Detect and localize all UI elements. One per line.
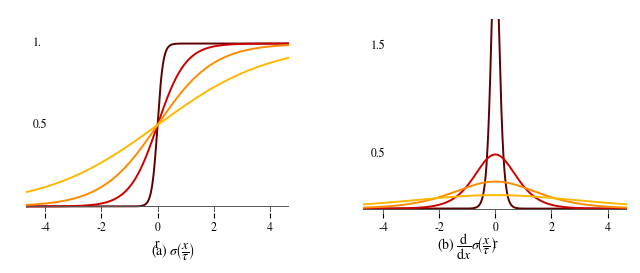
Text: 0.5: 0.5 xyxy=(33,119,47,131)
X-axis label: r: r xyxy=(156,237,160,251)
X-axis label: r: r xyxy=(493,237,497,251)
Text: 1.5: 1.5 xyxy=(371,40,385,52)
Text: (b) $\dfrac{\mathrm{d}}{\mathrm{d}x}\sigma\!\left(\dfrac{x}{\tau}\right)$: (b) $\dfrac{\mathrm{d}}{\mathrm{d}x}\sig… xyxy=(437,232,497,262)
Text: (a) $\sigma\!\left(\dfrac{x}{\tau}\right)$: (a) $\sigma\!\left(\dfrac{x}{\tau}\right… xyxy=(151,241,195,262)
Text: 0.5: 0.5 xyxy=(371,149,385,160)
Text: 1.: 1. xyxy=(33,38,42,49)
